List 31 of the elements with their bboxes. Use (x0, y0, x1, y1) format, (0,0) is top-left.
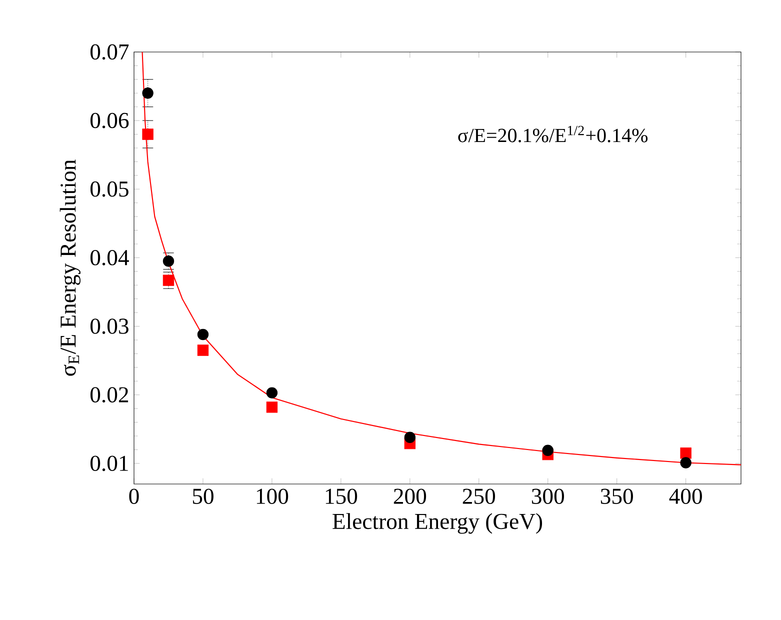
point (542, 444, 554, 456)
point (404, 432, 416, 443)
point (162, 256, 174, 267)
point (680, 457, 692, 468)
x-tick-label: 300 (532, 488, 564, 504)
point (197, 328, 209, 340)
x-tick-label: 0 (129, 488, 139, 504)
point (266, 402, 278, 413)
point (142, 88, 154, 99)
point (680, 448, 692, 459)
x-tick-label: 400 (669, 488, 702, 504)
annotation: σ/E=20.1%/E$^{1/2}$+0.14% (458, 126, 648, 142)
x-tick-label: 100 (256, 488, 288, 504)
x-tick-label: 150 (326, 488, 358, 504)
x-tick-label: 350 (600, 488, 633, 504)
point (162, 274, 174, 286)
point (197, 344, 209, 356)
x-tick-label: 50 (192, 488, 214, 504)
point (266, 387, 278, 398)
y-tick-label: 0.07 (90, 44, 129, 60)
y-axis-title: σ$_{E}$/E Energy Resolution (60, 160, 80, 376)
point (142, 128, 154, 140)
x-tick-label: 250 (462, 488, 496, 504)
x-axis-title: Electron Energy (GeV) (332, 513, 542, 534)
y-tick-label: 0.04 (90, 250, 129, 266)
y-tick-label: 0.01 (90, 456, 128, 472)
y-tick-label: 0.03 (90, 318, 128, 334)
y-tick-label: 0.02 (90, 387, 128, 403)
x-tick-label: 200 (394, 488, 426, 504)
y-tick-label: 0.06 (90, 112, 129, 128)
y-tick-label: 0.05 (90, 181, 128, 197)
